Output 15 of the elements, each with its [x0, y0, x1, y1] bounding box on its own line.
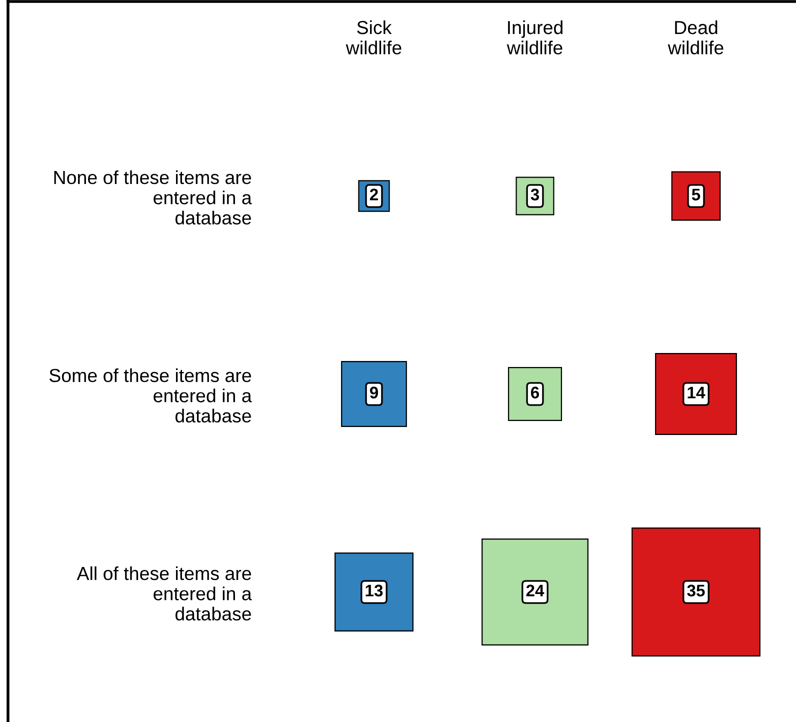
y-tick-label: Some of these items are entered in a database	[49, 368, 252, 423]
x-tick-label: Sick wildlife	[346, 20, 402, 54]
data-label: 9	[370, 386, 378, 398]
data-label: 5	[692, 188, 700, 200]
data-label: 24	[526, 584, 544, 596]
x-tick-label: Injured wildlife	[506, 20, 562, 54]
y-tick-label: All of these items are entered in a database	[76, 566, 252, 621]
data-label: 14	[688, 386, 706, 398]
data-label: 13	[366, 584, 383, 596]
y-tick-label: None of these items are entered in a database	[54, 170, 252, 225]
data-label: 2	[370, 188, 378, 200]
data-label: 35	[687, 584, 705, 596]
data-label: 3	[530, 188, 540, 200]
data-label: 6	[530, 386, 540, 398]
x-tick-label: Dead wildlife	[668, 20, 724, 54]
